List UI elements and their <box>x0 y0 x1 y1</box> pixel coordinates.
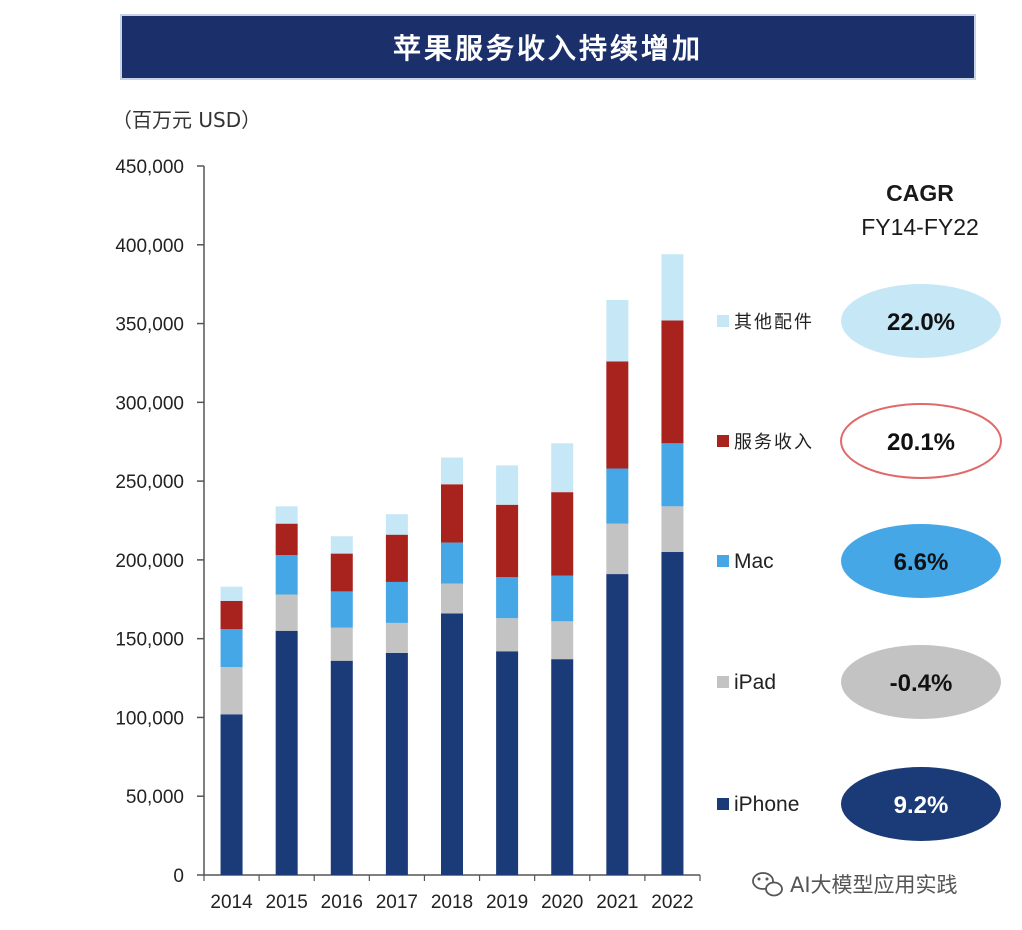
legend-swatch-services <box>717 435 729 447</box>
chart-title: 苹果服务收入持续增加 <box>392 32 703 65</box>
bar-iPad-2016 <box>330 627 353 661</box>
bar-accessories-2021 <box>606 299 629 362</box>
y-tick-label: 400,000 <box>115 236 184 257</box>
title-banner: 苹果服务收入持续增加 <box>120 14 976 80</box>
x-tick-label: 2017 <box>376 892 418 913</box>
bar-Mac-2019 <box>496 577 519 619</box>
legend-label-Mac: Mac <box>734 550 774 573</box>
bar-services-2015 <box>275 523 298 556</box>
cagr-bubble-iPad <box>841 645 1001 719</box>
bar-Mac-2020 <box>551 575 574 622</box>
x-tick-label: 2021 <box>596 892 638 913</box>
bar-iPad-2018 <box>441 583 463 614</box>
legend-swatch-iPad <box>717 676 729 688</box>
legend-label-accessories: 其他配件 <box>734 312 814 333</box>
bar-iPhone-2016 <box>330 660 353 875</box>
bar-accessories-2017 <box>385 514 408 535</box>
cagr-subtitle: FY14-FY22 <box>861 214 979 240</box>
bar-iPhone-2015 <box>275 630 298 875</box>
bar-services-2020 <box>551 492 574 576</box>
bar-Mac-2021 <box>606 468 629 524</box>
cagr-header: CAGR FY14-FY22 <box>840 176 1000 244</box>
cagr-value-services: 20.1% <box>887 429 955 456</box>
watermark: AI大模型应用实践 <box>752 872 958 897</box>
bar-iPhone-2022 <box>661 552 684 875</box>
bar-accessories-2016 <box>330 536 353 554</box>
y-tick-label: 350,000 <box>115 315 184 336</box>
legend-label-iPad: iPad <box>734 671 776 694</box>
bar-services-2018 <box>441 484 463 543</box>
legend-label-iPhone: iPhone <box>734 793 799 816</box>
bar-services-2016 <box>330 553 353 592</box>
bar-iPhone-2019 <box>496 651 519 875</box>
bar-Mac-2015 <box>275 555 298 595</box>
bar-iPhone-2018 <box>441 613 463 875</box>
bar-iPad-2022 <box>661 506 684 553</box>
cagr-bubble-Mac <box>841 524 1001 598</box>
x-tick-label: 2014 <box>210 892 253 913</box>
y-tick-label: 50,000 <box>126 787 184 808</box>
legend-swatch-iPhone <box>717 798 729 810</box>
bar-Mac-2016 <box>330 591 353 628</box>
cagr-value-iPad: -0.4% <box>890 670 953 697</box>
x-tick-label: 2019 <box>486 892 528 913</box>
cagr-value-iPhone: 9.2% <box>894 792 949 819</box>
y-tick-label: 100,000 <box>115 708 184 729</box>
cagr-bubble-iPhone <box>841 767 1001 841</box>
bar-iPhone-2021 <box>606 574 629 875</box>
cagr-bubble-services <box>840 403 1002 479</box>
unit-label: （百万元 USD） <box>112 108 262 132</box>
bar-services-2021 <box>606 361 629 469</box>
bar-iPad-2021 <box>606 523 629 575</box>
bar-accessories-2014 <box>220 586 243 601</box>
y-tick-label: 250,000 <box>115 472 184 493</box>
bar-services-2014 <box>220 600 243 630</box>
y-tick-label: 0 <box>173 866 184 887</box>
bar-Mac-2018 <box>441 542 463 584</box>
bar-Mac-2014 <box>220 629 243 668</box>
bar-services-2022 <box>661 320 684 444</box>
x-tick-label: 2018 <box>431 892 473 913</box>
cagr-title: CAGR <box>886 180 954 206</box>
y-tick-label: 450,000 <box>115 157 184 178</box>
cagr-bubble-accessories <box>841 284 1001 358</box>
cagr-value-accessories: 22.0% <box>887 309 955 336</box>
bar-iPhone-2017 <box>385 652 408 875</box>
x-tick-label: 2022 <box>651 892 693 913</box>
y-tick-label: 300,000 <box>115 393 184 414</box>
bar-iPhone-2020 <box>551 659 574 875</box>
bar-iPad-2019 <box>496 618 519 652</box>
wechat-icon <box>752 872 783 897</box>
bar-iPad-2015 <box>275 594 298 631</box>
y-tick-label: 200,000 <box>115 551 184 572</box>
watermark-text: AI大模型应用实践 <box>790 873 958 897</box>
bar-services-2017 <box>385 534 408 582</box>
bar-iPad-2014 <box>220 667 243 715</box>
x-tick-label: 2016 <box>321 892 363 913</box>
bar-Mac-2017 <box>385 581 408 623</box>
legend-swatch-accessories <box>717 315 729 327</box>
bar-accessories-2022 <box>661 254 684 321</box>
y-tick-label: 150,000 <box>115 630 184 651</box>
cagr-value-Mac: 6.6% <box>894 549 949 576</box>
bar-accessories-2015 <box>275 506 298 524</box>
legend-label-services: 服务收入 <box>734 432 814 453</box>
bar-accessories-2020 <box>551 443 574 493</box>
x-tick-label: 2015 <box>266 892 308 913</box>
bar-iPad-2020 <box>551 621 574 660</box>
bar-accessories-2019 <box>496 465 519 505</box>
bar-Mac-2022 <box>661 443 684 507</box>
legend-swatch-Mac <box>717 555 729 567</box>
bar-iPhone-2014 <box>220 714 243 875</box>
bar-iPad-2017 <box>385 622 408 653</box>
bar-accessories-2018 <box>441 457 463 485</box>
bar-services-2019 <box>496 504 519 578</box>
x-tick-label: 2020 <box>541 892 583 913</box>
